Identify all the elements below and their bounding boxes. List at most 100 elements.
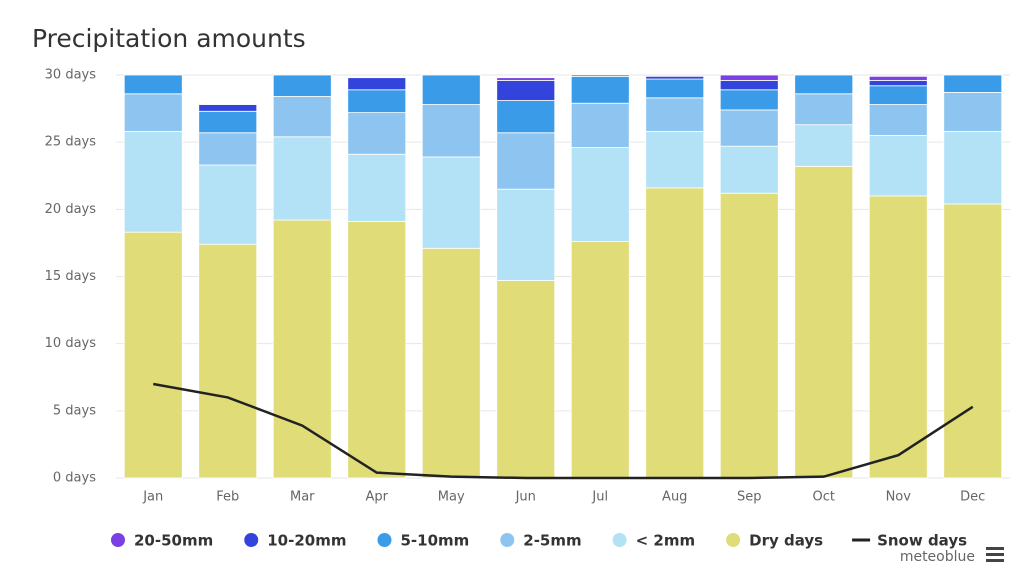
bar-segment [496,280,556,479]
bar-segment [198,164,258,245]
legend-symbol [377,533,392,547]
bar-segment [198,132,258,166]
bar-segment [868,135,928,197]
bar-segment [496,188,556,281]
y-tick-label: 30 days [45,68,97,83]
x-tick-label: Oct [813,490,835,505]
bar-segment [198,104,258,112]
bar-segment [272,74,332,97]
bar-segment [943,203,1003,479]
legend-label: 20-50mm [134,532,213,550]
y-tick-label: 0 days [53,471,96,486]
legend-item[interactable]: Snow days [852,532,967,550]
bar-segment [496,77,556,81]
legend-symbol [111,533,125,547]
bar-segment [794,165,854,479]
bar-segment [868,104,928,136]
legend-label: 10-20mm [267,532,346,550]
y-tick-label: 20 days [45,202,97,217]
bar-segment [198,243,258,479]
bar-segment [719,109,779,147]
bar-segment [123,74,183,95]
y-tick-label: 10 days [45,336,97,351]
y-tick-label: 5 days [53,403,96,418]
bar-segment [421,156,481,249]
bar-segment [868,79,928,87]
bar-segment [272,219,332,479]
bar-segment [421,247,481,479]
bar-segment [570,75,630,104]
legend-symbol [500,533,515,547]
x-tick-label: Dec [960,490,985,505]
bar-segment [347,89,407,114]
bar-segment [943,131,1003,205]
x-tick-label: May [438,490,465,505]
bar-segment [719,74,779,81]
legend-item[interactable]: 5-10mm [377,532,469,550]
x-tick-label: Jun [515,490,536,505]
legend-item[interactable]: 20-50mm [111,532,213,550]
bar-segment [347,221,407,479]
x-tick-label: Nov [886,490,912,505]
bar-segment [496,79,556,101]
bar-segment [719,192,779,479]
bar-segment [570,147,630,242]
credit: meteoblue [900,549,975,565]
bar-segment [123,93,183,132]
chart-title: Precipitation amounts [32,24,306,53]
menu-icon[interactable] [986,547,1004,562]
bar-segment [123,131,183,233]
legend-item[interactable]: 10-20mm [244,532,346,550]
bar-segment [347,77,407,91]
bar-segment [645,75,705,80]
bar-segment [719,79,779,91]
legend-label: Dry days [749,532,823,550]
bar-segment [421,74,481,105]
x-tick-label: Jul [591,490,608,505]
bar-segment [794,124,854,167]
bar-segment [496,132,556,190]
bar-segment [794,93,854,126]
legend-item[interactable]: Dry days [726,532,823,550]
x-tick-label: Sep [737,490,762,505]
legend-symbol [244,533,259,547]
bar-segment [645,187,705,479]
bar-segment [272,136,332,221]
x-tick-label: Aug [662,490,687,505]
line [153,382,974,480]
x-tick-label: Mar [290,490,315,505]
bar-segment [645,131,705,189]
bar-segment [570,241,630,479]
legend-label: Snow days [877,532,967,550]
bar-segment [496,100,556,134]
legend-symbol [726,533,741,547]
bar-segment [570,74,630,77]
bar-segment [347,112,407,155]
legend-label: < 2mm [636,532,696,550]
legend-label: 5-10mm [400,532,469,550]
legend-item[interactable]: 2-5mm [500,532,582,550]
bar-segment [123,231,183,479]
y-tick-label: 15 days [45,269,97,284]
bar-segment [719,145,779,194]
bar-segment [794,74,854,95]
bar-segment [272,96,332,138]
bar-segment [645,97,705,132]
bar-segment [943,92,1003,132]
bar-segment [421,104,481,158]
bar-segment [645,78,705,99]
y-tick-label: 25 days [45,135,97,150]
legend-item[interactable]: < 2mm [612,532,696,550]
legend-symbol [612,533,627,547]
bar-segment [198,110,258,134]
bar-segment [868,85,928,105]
bar-segment [868,75,928,81]
bar-segment [868,195,928,479]
x-tick-label: Jan [142,490,163,505]
legend-label: 2-5mm [523,532,581,550]
bar-segment [347,153,407,222]
x-tick-label: Apr [366,490,389,505]
bar-segment [719,89,779,111]
x-tick-label: Feb [216,490,239,505]
bar-segment [570,102,630,148]
